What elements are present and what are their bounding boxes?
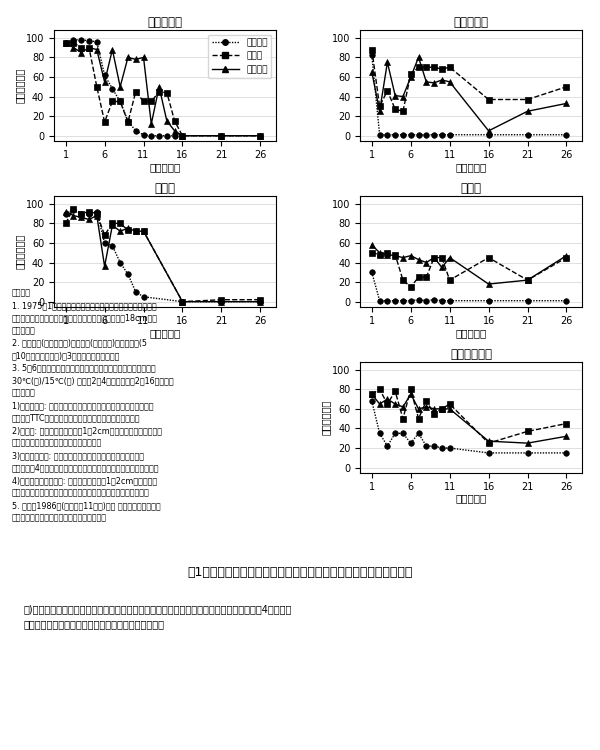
X-axis label: 埋設後年数: 埋設後年数 (455, 328, 487, 338)
Title: コナギ: コナギ (154, 182, 175, 195)
Text: 芽率は埋設種子数に対する発芽種子数の割合を示す。: 芽率は埋設種子数に対する発芽種子数の割合を示す。 (24, 619, 165, 628)
Title: タマガヤツリ: タマガヤツリ (450, 348, 492, 361)
Y-axis label: 発芽率（％）: 発芽率（％） (320, 400, 331, 435)
Y-axis label: 発芽率（％）: 発芽率（％） (14, 68, 25, 103)
Text: 試験概要
1. 1975年1月に真鍮製の金網で作った円筒容器に種子と殺種
子土壌を混入し、コンクリートポットの土壌表面から18cmで埋
地込んだ。
2. 常時湛: 試験概要 1. 1975年1月に真鍮製の金網で作った円筒容器に種子と殺種 子土壌… (12, 289, 173, 523)
X-axis label: 埋設後年数: 埋設後年数 (149, 328, 181, 338)
Text: 注)タイヌビエの生存率は埋設種子数に対する発芽種子数と生存種子数との合計の割合、他4草種の発: 注)タイヌビエの生存率は埋設種子数に対する発芽種子数と生存種子数との合計の割合、… (24, 604, 292, 613)
X-axis label: 埋設後年数: 埋設後年数 (149, 162, 181, 172)
X-axis label: 埋設後年数: 埋設後年数 (455, 494, 487, 503)
Legend: 常時湛水, 常時畑, 夏季湛水: 常時湛水, 常時畑, 夏季湛水 (208, 34, 271, 78)
Text: 図1　耕土下層に埋設された主要水田雑草種子の発芽率の年次推移: 図1 耕土下層に埋設された主要水田雑草種子の発芽率の年次推移 (187, 566, 413, 579)
Title: アゼナ: アゼナ (461, 182, 482, 195)
Title: キカシグサ: キカシグサ (454, 16, 488, 28)
Y-axis label: 発芽率（％）: 発芽率（％） (14, 234, 25, 269)
X-axis label: 埋設後年数: 埋設後年数 (455, 162, 487, 172)
Title: タイヌビエ: タイヌビエ (148, 16, 182, 28)
